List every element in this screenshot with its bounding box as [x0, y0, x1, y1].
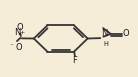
Text: O: O	[17, 23, 23, 32]
Text: ⁻: ⁻	[10, 43, 13, 49]
Text: N: N	[14, 28, 21, 37]
Text: H: H	[103, 41, 108, 47]
Text: F: F	[72, 56, 77, 65]
Text: O: O	[15, 43, 22, 52]
Text: +: +	[20, 30, 25, 35]
Text: N: N	[101, 29, 107, 38]
Text: O: O	[122, 29, 129, 38]
